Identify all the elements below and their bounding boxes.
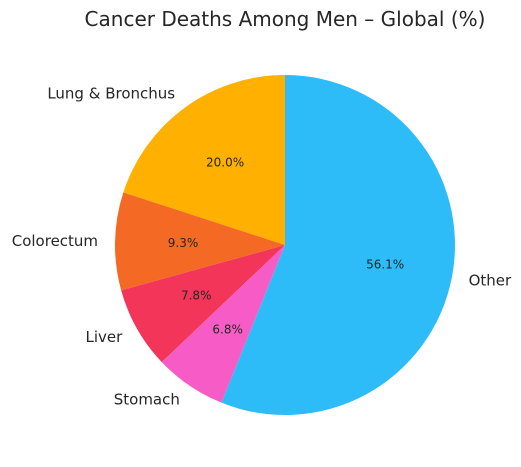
- pct-label-liver: 7.8%: [181, 288, 212, 302]
- slice-label-other: Other: [469, 272, 512, 290]
- slice-label-lung-and-bronchus: Lung & Bronchus: [47, 85, 175, 103]
- pie-slice-liver: [121, 245, 285, 363]
- pct-label-other: 56.1%: [366, 257, 404, 271]
- pct-label-colorectum: 9.3%: [168, 236, 199, 250]
- chart-title: Cancer Deaths Among Men – Global (%): [85, 7, 486, 31]
- pie-slice-stomach: [161, 245, 285, 403]
- pie-slice-other: [221, 75, 455, 415]
- pie-slices: [115, 75, 455, 415]
- slice-label-stomach: Stomach: [114, 391, 180, 409]
- pct-label-lung-and-bronchus: 20.0%: [206, 155, 244, 169]
- pie-slice-lung-and-bronchus: [123, 75, 285, 245]
- pct-label-stomach: 6.8%: [212, 322, 243, 336]
- pie-labels: Lung & Bronchus 20.0% Colorectum 9.3% Liver 7…: [12, 85, 512, 409]
- slice-label-colorectum: Colorectum: [12, 232, 98, 250]
- slice-label-liver: Liver: [85, 328, 123, 346]
- pie-slice-colorectum: [115, 192, 285, 291]
